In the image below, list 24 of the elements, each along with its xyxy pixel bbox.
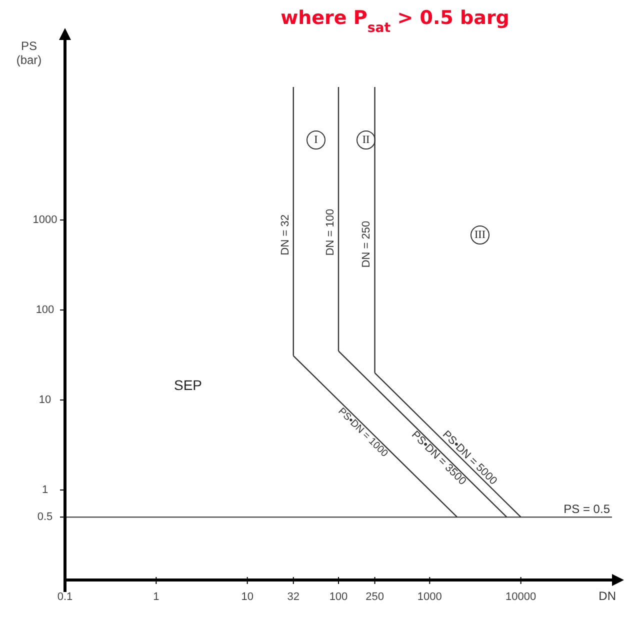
- y-tick-label: 100: [36, 304, 54, 316]
- text: DN = 250: [360, 220, 373, 268]
- x-tick-label: 32: [287, 591, 300, 603]
- y-tick-label: 1: [42, 484, 48, 496]
- x-tick-label: 10000: [506, 591, 536, 603]
- x-tick-label: 1000: [417, 591, 442, 603]
- x-tick-label: 250: [366, 591, 384, 603]
- y-tick-label: 1000: [32, 214, 58, 226]
- y-tick-label: 10: [38, 394, 52, 406]
- x-axis-title: DN: [598, 589, 616, 603]
- annotation: I: [314, 134, 318, 146]
- annotation: SEP: [174, 377, 202, 393]
- x-tick-label: 100: [329, 591, 348, 603]
- text: DN = 32: [279, 214, 292, 256]
- y-axis-title: PS (bar): [16, 39, 42, 67]
- x-tick-label: 1: [153, 591, 160, 603]
- y-tick-label: 0.5: [37, 511, 53, 523]
- chart-title: where P$_{sat}$ > 0.5 barg: [280, 7, 510, 36]
- annotation: II: [362, 134, 370, 146]
- x-tick-label: 10: [241, 591, 254, 603]
- ref-line-label: PS = 0.5: [564, 502, 610, 516]
- annotation: III: [474, 229, 486, 241]
- text: DN = 100: [324, 208, 336, 256]
- x-tick-label: 0.1: [57, 591, 73, 603]
